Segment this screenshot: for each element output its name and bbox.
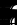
Text: FIGURE 1: FIGURE 1 (0, 11, 17, 25)
Line: On extrudates: On extrudates (0, 16, 17, 25)
On powders (6, 4, 7, 5)
Text: FIGURE 2: FIGURE 2 (0, 23, 17, 25)
Line: On powders: On powders (0, 8, 17, 22)
On powders (4, 15, 5, 16)
On extrudates (4, 22, 5, 23)
Line: On extrudates: On extrudates (0, 4, 17, 17)
Line: On powders: On powders (0, 0, 17, 11)
On extrudates (2, 10, 3, 11)
Legend: On powders, On extrudates: On powders, On extrudates (0, 13, 8, 25)
On extrudates (6, 22, 7, 23)
